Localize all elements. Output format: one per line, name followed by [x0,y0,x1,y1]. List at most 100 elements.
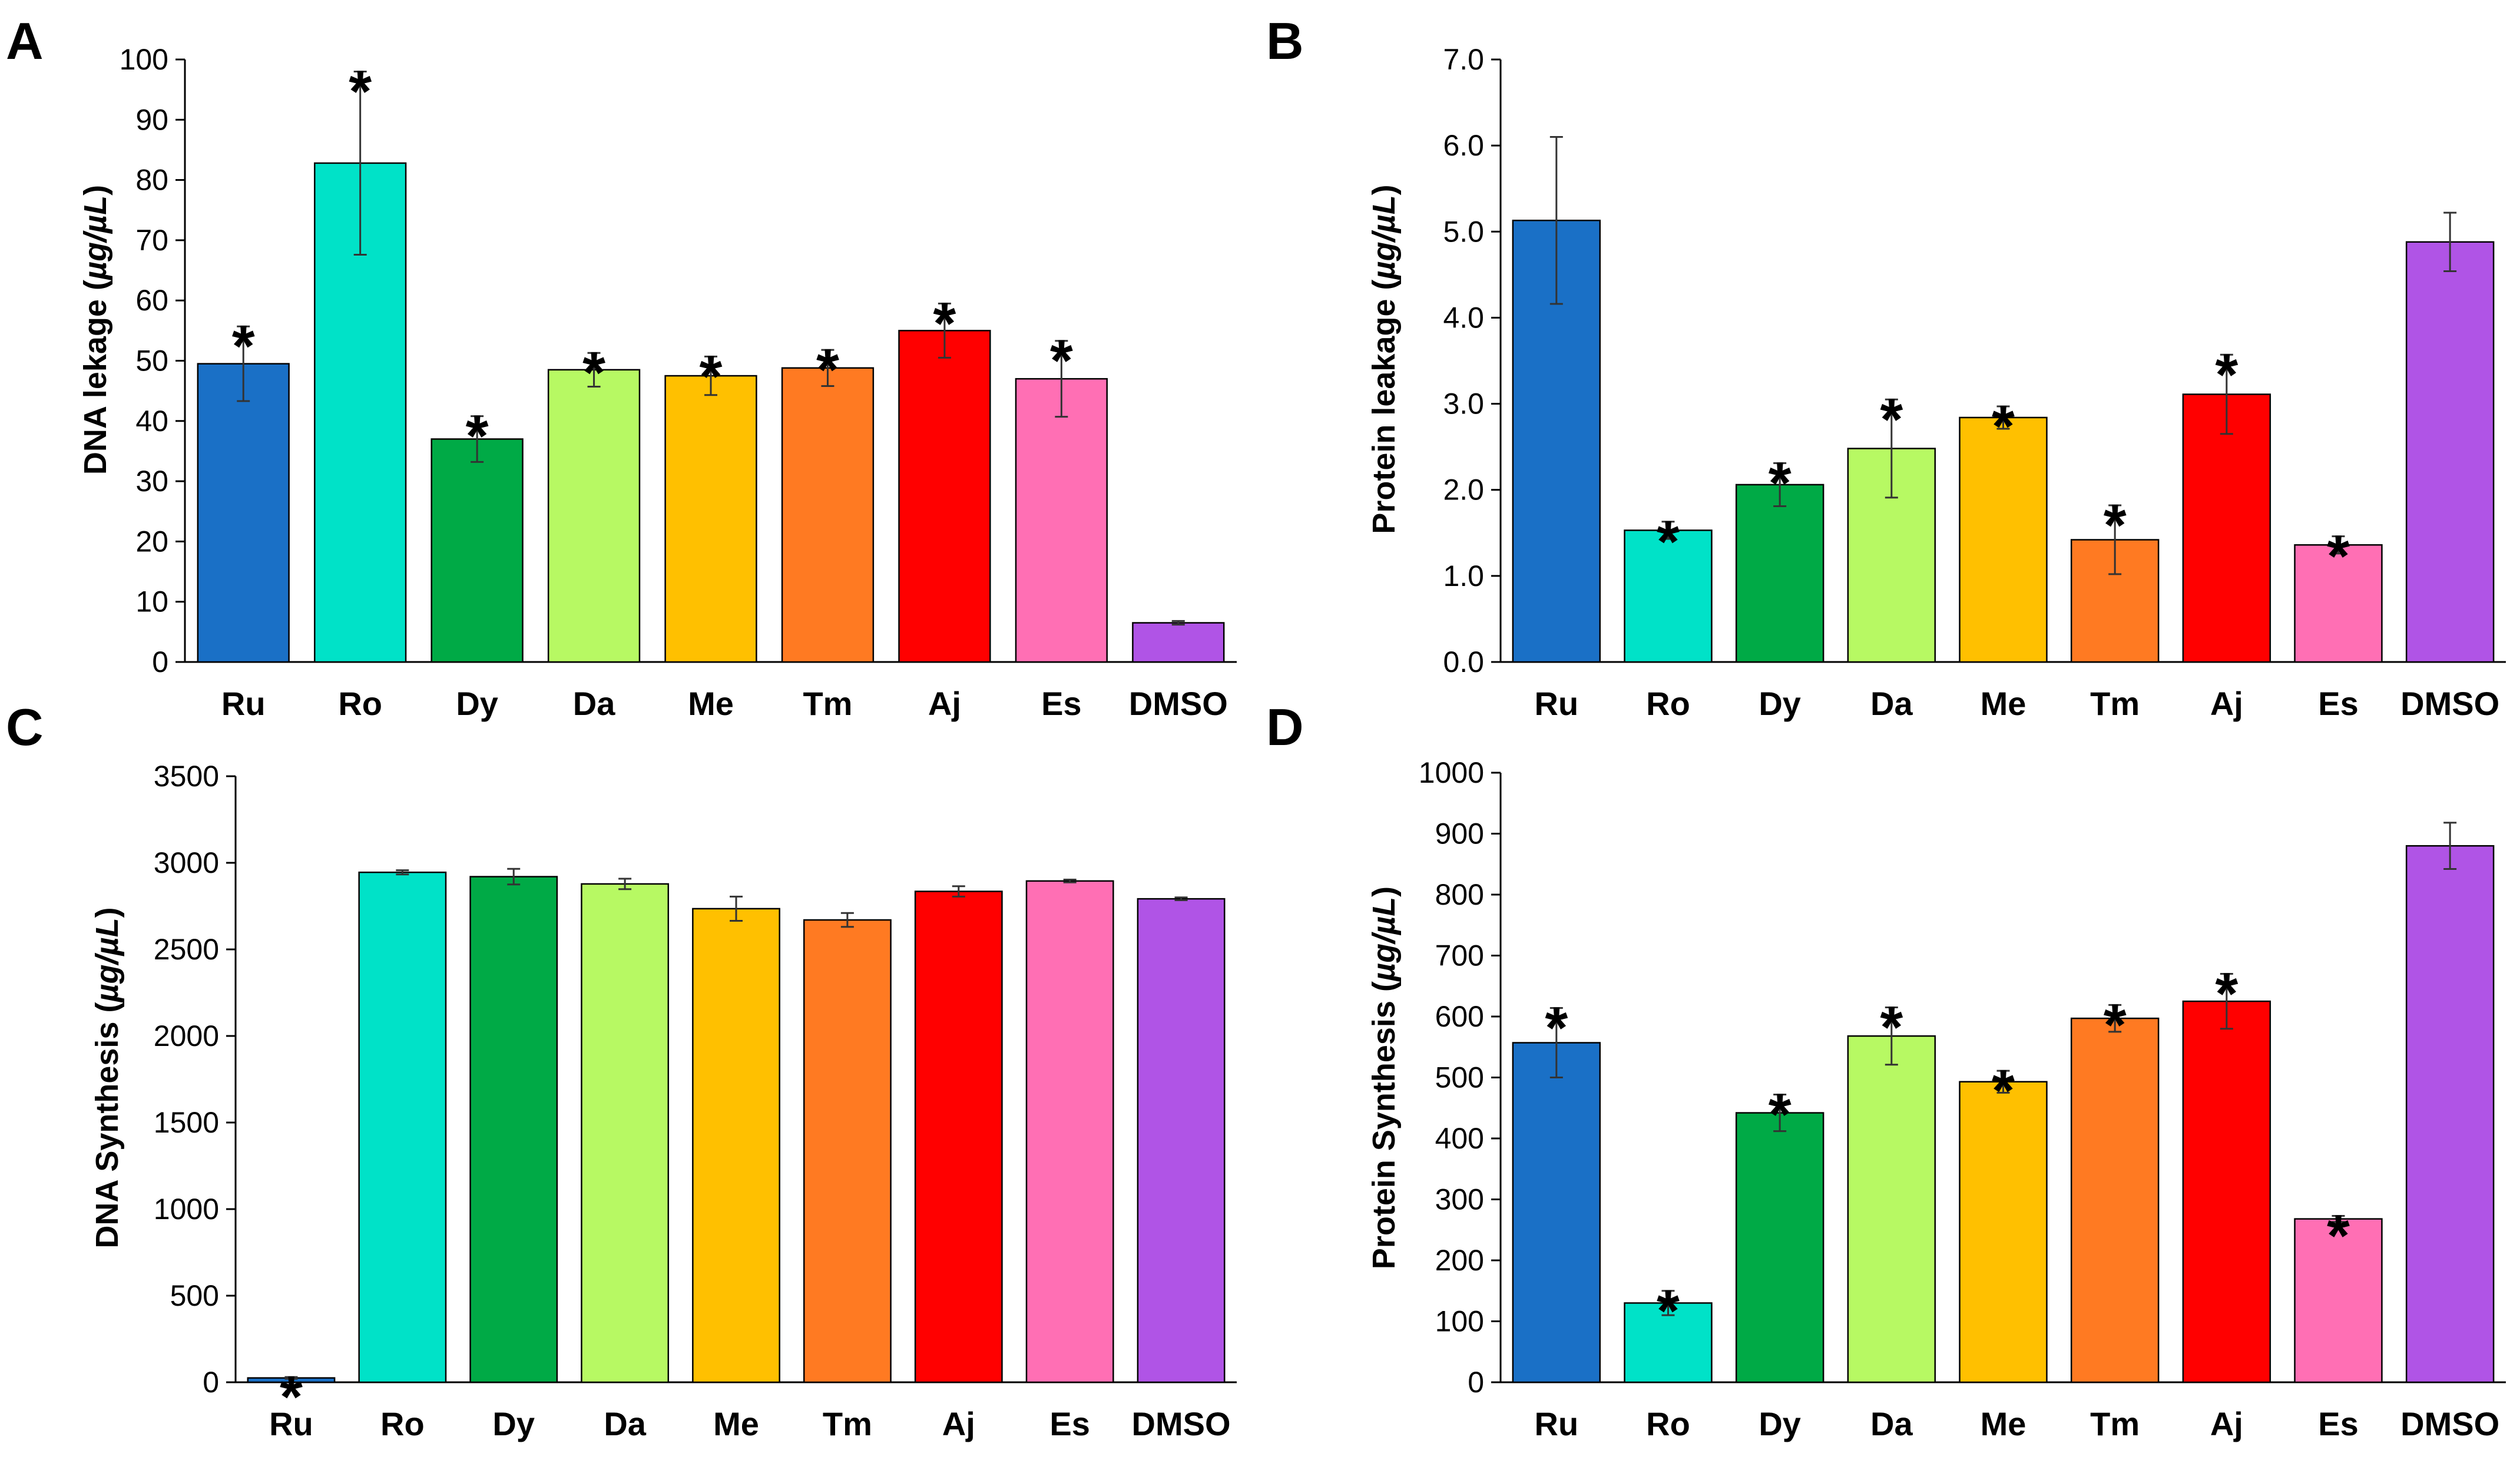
error-bar-d-dmso [2443,822,2457,870]
error-bar-c-ro [396,869,409,876]
x-tick-label-b-ru: Ru [1535,685,1579,722]
y-axis-title-b: Protein leakage (µg/µL) [1366,184,1402,534]
x-tick-label-c-es: Es [1049,1405,1090,1442]
error-bar-b-da [1885,398,1898,499]
x-tick-label-c-ro: Ro [380,1405,425,1442]
error-bar-a-ro [353,70,367,256]
y-tick-label-b: 0.0 [1443,645,1484,678]
y-tick-label-d: 200 [1435,1244,1484,1277]
significance-star-b-es: * [2327,524,2350,590]
y-tick-label-a: 90 [135,103,168,136]
significance-star-a-da: * [582,340,605,406]
y-tick-label-d: 300 [1435,1183,1484,1216]
x-tick-label-d-es: Es [2318,1405,2359,1442]
panel-letter-c: C [6,698,44,756]
panel-d: D Protein Synthesis (µg/µL) 0 100 200 300 40… [1266,698,2506,1442]
x-tick-label-b-tm: Tm [2090,685,2140,722]
y-tick-label-a: 80 [135,164,168,197]
panel-c: C DNA Synthesis (µg/µL) 0 500 1000 1500 2000… [6,698,1237,1442]
x-tick-label-c-da: Da [604,1405,646,1442]
significance-star-b-ro: * [1657,509,1680,575]
bar-c-dy [469,876,558,1383]
x-tick-label-b-ro: Ro [1646,685,1690,722]
significance-star-b-da: * [1880,386,1903,452]
bar-d-da [1847,1035,1936,1383]
bar-b-dmso [2405,241,2495,663]
y-tick-label-c: 2000 [154,1019,219,1052]
error-bar-b-me [1996,405,2010,430]
y-tick-label-d: 800 [1435,878,1484,911]
bar-c-tm [803,919,892,1383]
x-tick-label-d-tm: Tm [2090,1405,2140,1442]
x-tick-label-b-dmso: DMSO [2400,685,2499,722]
error-bar-d-ro [1661,1290,1675,1316]
bar-c-es [1025,880,1114,1383]
y-tick-label-d: 1000 [1419,756,1484,789]
y-tick-label-d: 600 [1435,1000,1484,1033]
error-bar-d-me [1996,1070,2010,1094]
x-tick-label-a-aj: Aj [928,685,961,722]
y-tick-label-b: 7.0 [1443,43,1484,76]
significance-star-d-dy: * [1769,1081,1792,1147]
y-axis-title-d: Protein Synthesis (µg/µL) [1366,886,1402,1269]
significance-star-a-es: * [1050,328,1073,394]
bar-a-me [664,375,757,663]
y-axis-title-a: DNA lekage (µg/µL) [78,185,113,475]
bar-d-ru [1512,1042,1601,1383]
y-tick-label-c: 3500 [154,760,219,793]
significance-star-d-aj: * [2215,961,2238,1027]
y-tick-label-a: 30 [135,465,168,498]
y-tick-label-a: 60 [135,284,168,317]
panel-b: B Protein leakage (µg/µL) 0.0 1.0 2.0 3.0 4.… [1266,12,2506,722]
error-bar-d-da [1885,1006,1898,1066]
error-bar-c-es [1063,879,1077,883]
x-tick-label-a-es: Es [1041,685,1082,722]
x-tick-label-c-dmso: DMSO [1132,1405,1231,1442]
significance-star-b-me: * [1992,393,2015,459]
significance-star-d-me: * [1992,1058,2015,1124]
bar-b-aj [2182,393,2271,663]
x-tick-label-c-dy: Dy [492,1405,535,1442]
y-tick-label-c: 2500 [154,933,219,966]
x-tick-label-d-dy: Dy [1759,1405,1801,1442]
error-bar-c-da [618,878,632,890]
y-tick-label-a: 0 [152,645,168,678]
x-tick-label-b-dy: Dy [1759,685,1801,722]
error-bar-b-tm [2108,504,2122,575]
significance-star-a-dy: * [466,403,489,469]
x-tick-label-d-ru: Ru [1535,1405,1579,1442]
error-bar-d-aj [2220,973,2233,1030]
error-bar-b-dy [1773,462,1787,507]
x-tick-label-d-da: Da [1870,1405,1913,1442]
plot-area-b: 0.0 1.0 2.0 3.0 4.0 5.0 6.0 7.0 Ru * Ro * Dy * Da * Me * T… [1443,43,2506,722]
y-tick-label-c: 3000 [154,846,219,879]
y-tick-label-c: 0 [203,1366,219,1399]
significance-star-d-es: * [2327,1203,2350,1269]
significance-star-a-ru: * [232,313,255,379]
y-tick-label-b: 6.0 [1443,129,1484,162]
significance-star-b-tm: * [2104,492,2127,558]
x-tick-label-b-me: Me [1981,685,2026,722]
plot-area-a: 0 10 20 30 40 50 60 70 80 90 100 * Ru * Ro * Dy * Da * Me * Tm… [120,43,1237,722]
x-tick-label-a-ru: Ru [221,685,266,722]
y-tick-label-a: 100 [120,43,168,76]
y-tick-label-d: 700 [1435,939,1484,972]
bar-d-dmso [2405,845,2495,1383]
y-tick-label-c: 500 [170,1279,219,1312]
x-tick-label-a-me: Me [688,685,734,722]
x-tick-label-d-aj: Aj [2210,1405,2243,1442]
significance-star-d-ro: * [1657,1278,1680,1344]
bar-c-da [581,883,670,1383]
x-tick-label-b-da: Da [1870,685,1913,722]
x-tick-label-d-dmso: DMSO [2400,1405,2499,1442]
bar-b-ro [1624,529,1713,663]
panel-letter-b: B [1266,12,1304,70]
x-tick-label-a-ro: Ro [338,685,382,722]
bar-a-dmso [1132,622,1225,663]
bar-a-aj [898,330,991,663]
y-axis-title-c: DNA Synthesis (µg/µL) [90,907,125,1248]
y-tick-label-a: 50 [135,345,168,378]
y-tick-label-b: 5.0 [1443,215,1484,248]
y-tick-label-d: 0 [1468,1366,1484,1399]
